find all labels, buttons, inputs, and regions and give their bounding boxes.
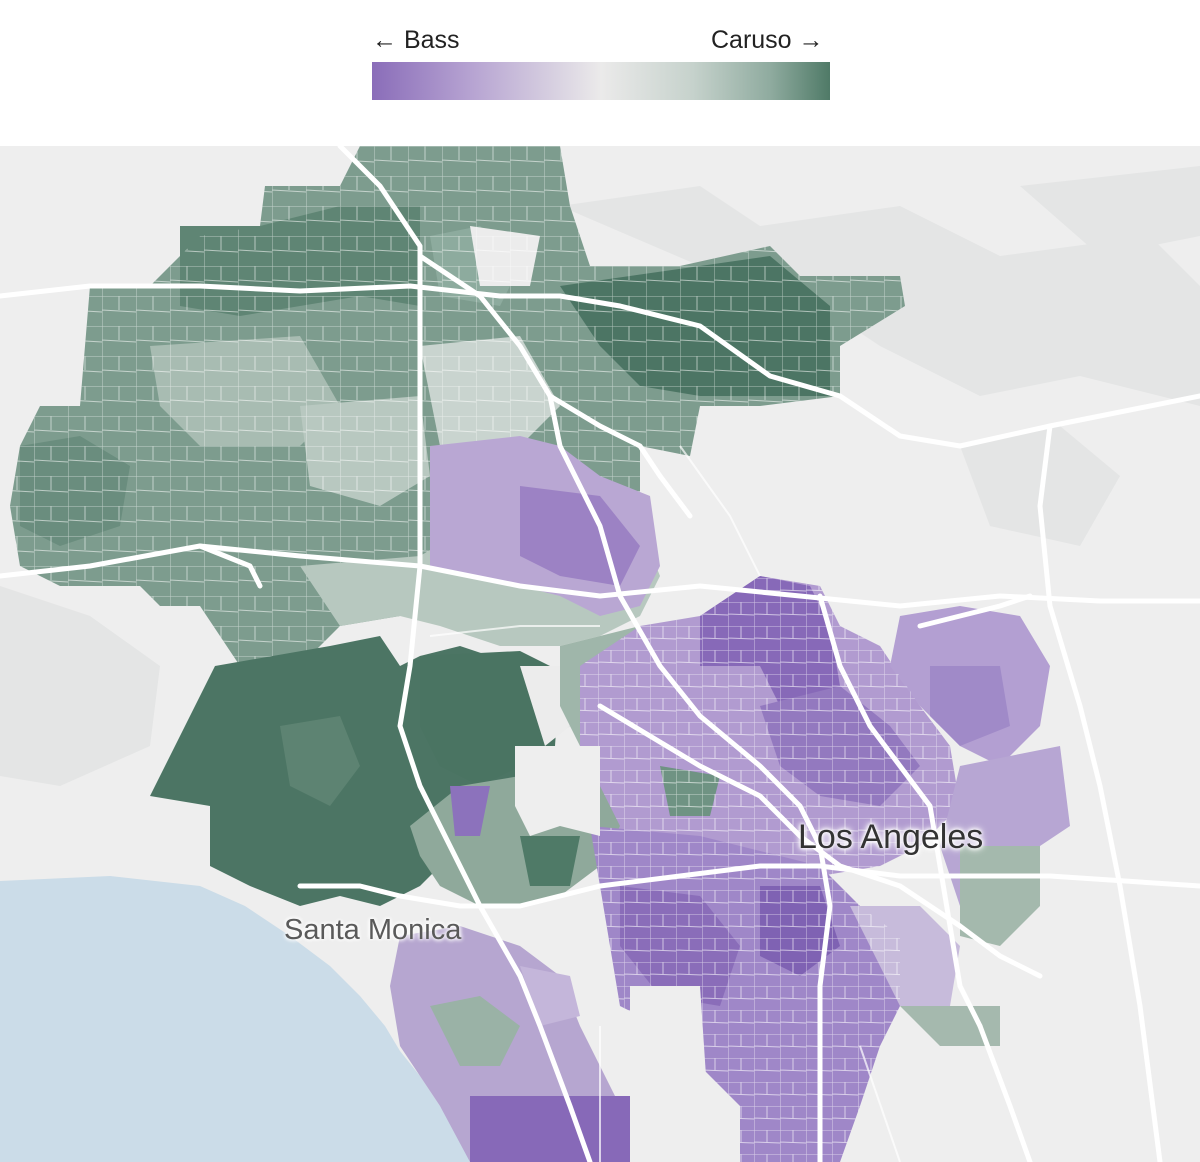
- legend: ← Bass Caruso →: [0, 0, 1200, 146]
- streets-faint: [429, 445, 901, 1162]
- legend-color-scale: [372, 62, 830, 100]
- place-label-santa-monica: Santa Monica: [284, 914, 462, 946]
- place-label-los-angeles: Los Angeles: [798, 818, 984, 856]
- map[interactable]: Santa Monica Los Angeles: [0, 146, 1200, 1162]
- legend-label-bass: ← Bass: [372, 26, 460, 54]
- freeways: [0, 146, 1200, 1162]
- ocean: [0, 876, 470, 1162]
- region-east: [940, 746, 1070, 946]
- inglewood: [630, 986, 710, 1136]
- beverly-hills: [515, 746, 600, 836]
- map-canvas: [0, 146, 1200, 1162]
- legend-label-caruso: Caruso →: [711, 26, 824, 54]
